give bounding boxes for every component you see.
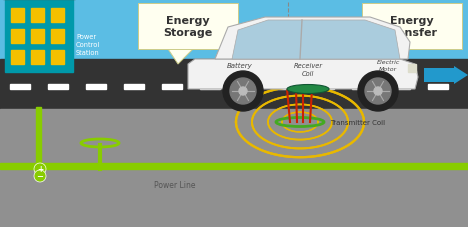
Polygon shape	[367, 50, 392, 65]
Ellipse shape	[287, 85, 329, 94]
Circle shape	[239, 88, 247, 96]
Bar	[0, 60, 468, 109]
Polygon shape	[168, 50, 193, 65]
Text: −: −	[37, 171, 44, 180]
FancyArrow shape	[424, 67, 468, 85]
Bar	[11, 9, 24, 23]
Bar	[51, 30, 64, 44]
Bar	[11, 30, 24, 44]
Text: Energy
Storage: Energy Storage	[163, 16, 212, 38]
Circle shape	[365, 79, 391, 105]
Bar	[314, 85, 334, 90]
Circle shape	[358, 72, 398, 111]
Text: Power
Control
Station: Power Control Station	[76, 34, 100, 56]
Polygon shape	[215, 18, 410, 60]
Polygon shape	[334, 42, 364, 68]
Circle shape	[223, 72, 263, 111]
Bar	[31, 51, 44, 65]
Bar	[51, 51, 64, 65]
Circle shape	[34, 163, 46, 175]
Text: Transmitter Coil: Transmitter Coil	[330, 119, 385, 126]
Circle shape	[374, 88, 382, 96]
Polygon shape	[232, 21, 400, 60]
Text: Electric
Motor: Electric Motor	[376, 60, 400, 71]
Bar	[31, 9, 44, 23]
Bar	[408, 65, 416, 73]
FancyBboxPatch shape	[362, 4, 462, 50]
Bar	[0, 109, 468, 227]
Bar	[48, 85, 68, 90]
Circle shape	[230, 79, 256, 105]
Bar	[36, 108, 41, 169]
Bar	[352, 85, 372, 90]
Text: Energy
Transfer: Energy Transfer	[386, 16, 438, 38]
Circle shape	[34, 170, 46, 182]
Bar	[124, 85, 144, 90]
Bar	[276, 85, 296, 90]
Bar	[10, 85, 30, 90]
Bar	[238, 85, 258, 90]
Bar	[31, 30, 44, 44]
Text: Electric Car: Electric Car	[266, 0, 310, 2]
Bar	[5, 0, 73, 73]
Bar	[200, 85, 220, 90]
Bar	[86, 85, 106, 90]
FancyBboxPatch shape	[138, 4, 238, 50]
Text: Battery: Battery	[227, 63, 253, 69]
Bar	[11, 51, 24, 65]
Text: Power Line: Power Line	[154, 181, 196, 190]
Bar	[390, 85, 410, 90]
Bar	[428, 85, 448, 90]
Bar	[51, 9, 64, 23]
Polygon shape	[188, 60, 418, 90]
Bar	[162, 85, 182, 90]
Text: Receiver
Coil: Receiver Coil	[293, 63, 322, 76]
Bar	[0, 163, 468, 169]
Text: +: +	[37, 164, 43, 173]
